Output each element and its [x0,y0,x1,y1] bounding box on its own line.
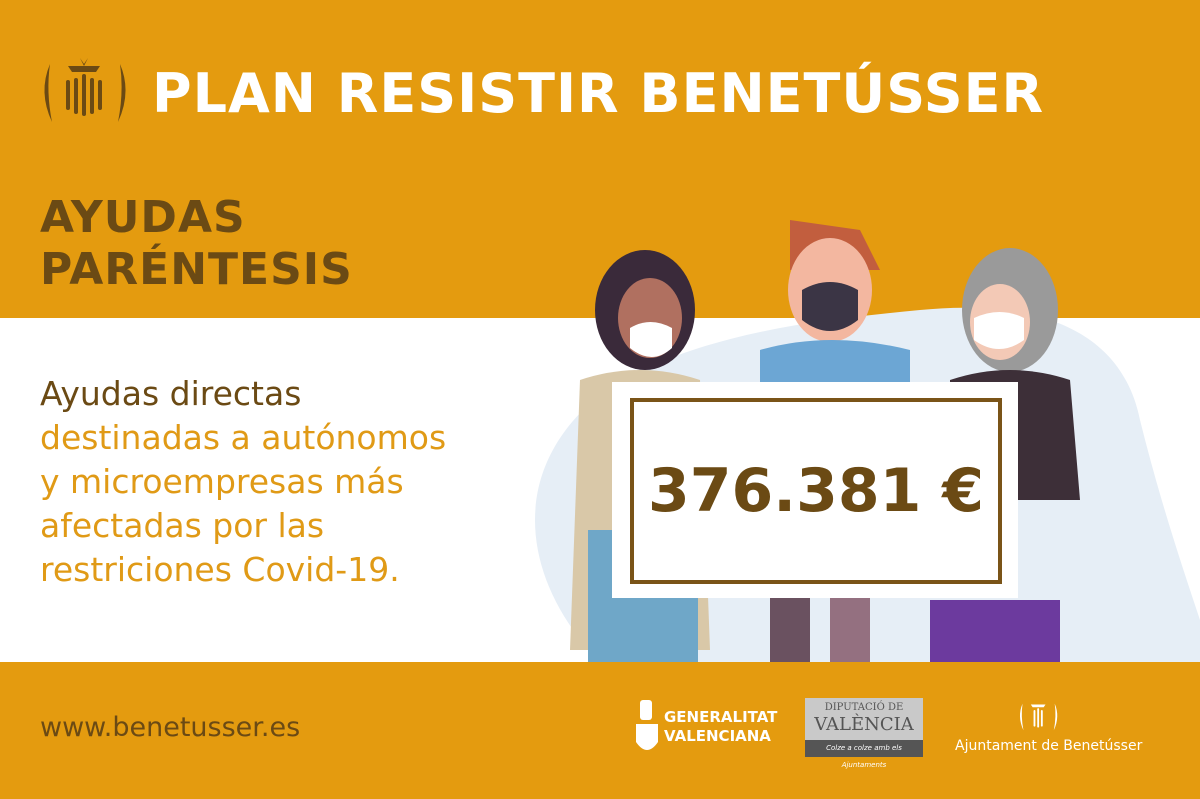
generalitat-emblem-icon [636,700,658,750]
amount-sign: 376.381 € [612,382,1018,598]
subtitle-line-2: PARÉNTESIS [40,244,353,295]
subtitle-line-1: AYUDAS [40,192,246,243]
diputacio-line-2: VALÈNCIA [814,714,914,735]
person-middle [760,220,910,662]
generalitat-logo: GENERALITAT VALENCIANA [634,698,784,758]
description-line: destinadas a autónomos [40,418,447,457]
aid-amount: 376.381 € [648,456,984,526]
diputacio-line-1: DIPUTACIÓ DE [824,702,904,713]
generalitat-line-1: GENERALITAT [664,708,778,726]
page-title: PLAN RESISTIR BENETÚSSER [152,62,1045,125]
description-line: restriciones Covid-19. [40,550,400,589]
generalitat-line-2: VALENCIANA [664,727,771,745]
diputacio-tagline: Colze a colze amb els Ajuntaments [805,740,923,769]
benetusser-crest-icon [44,58,126,122]
description: Ayudas directas destinadas a autónomos y… [40,372,446,592]
ajuntament-name: Ajuntament de Benetússer [955,738,1143,754]
website-link[interactable]: www.benetusser.es [40,712,301,743]
description-line: y microempresas más [40,462,404,501]
description-line: afectadas por las [40,506,325,545]
description-line: Ayudas directas [40,374,302,413]
subtitle: AYUDAS PARÉNTESIS [40,192,353,296]
diputacio-logo: DIPUTACIÓ DE VALÈNCIA Colze a colze amb … [805,698,923,769]
sign-border: 376.381 € [630,398,1002,584]
benetusser-crest-icon [1019,703,1058,731]
ajuntament-logo: Ajuntament de Benetússer [955,698,1143,758]
